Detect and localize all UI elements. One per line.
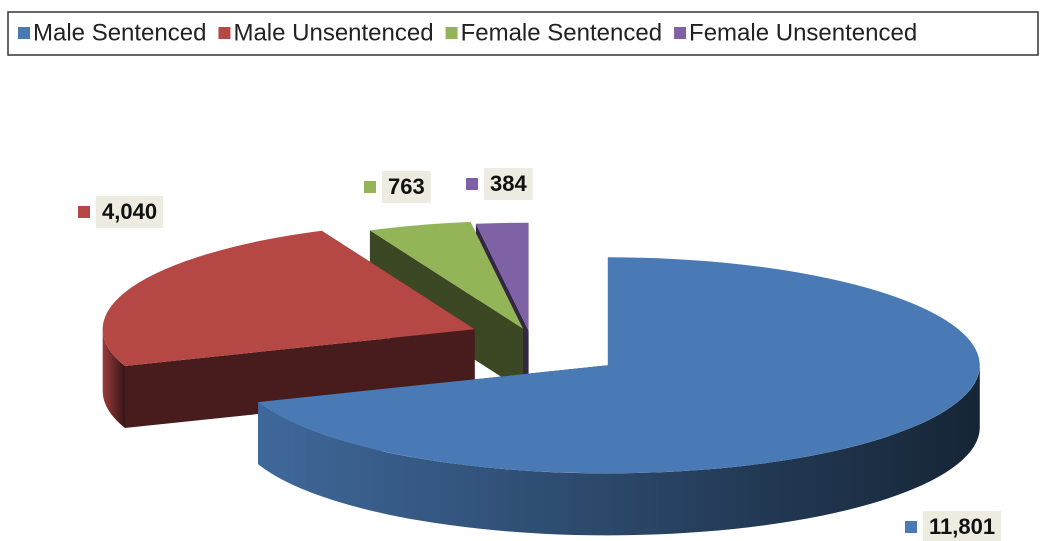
label-background xyxy=(484,168,533,200)
label-key xyxy=(905,521,917,533)
legend-key xyxy=(674,27,687,39)
slice-wall xyxy=(125,329,475,428)
data-label: 11,801 xyxy=(905,511,1002,541)
data-label-text: 11,801 xyxy=(929,514,995,539)
slice xyxy=(258,257,980,474)
slice xyxy=(475,222,529,331)
legend-label: Male Sentenced xyxy=(33,19,206,46)
legend-label: Female Sentenced xyxy=(461,19,662,46)
data-label-text: 384 xyxy=(490,171,527,196)
data-label: 384 xyxy=(466,168,533,200)
label-background xyxy=(923,511,1002,541)
legend-key xyxy=(218,27,231,39)
slice-rim xyxy=(258,365,980,536)
slice xyxy=(369,221,523,329)
data-label: 4,040 xyxy=(78,196,164,228)
slice-rim xyxy=(102,329,125,428)
pie-tops xyxy=(102,221,980,474)
data-label-text: 763 xyxy=(388,174,425,199)
data-labels: 11,801 4,040 763 384 xyxy=(78,168,1002,541)
slice xyxy=(102,230,475,366)
label-key xyxy=(364,181,376,193)
data-label-text: 4,040 xyxy=(102,199,157,224)
label-key xyxy=(466,178,478,190)
label-key xyxy=(78,206,90,218)
legend-label: Male Unsentenced xyxy=(233,19,433,46)
legend-key xyxy=(18,27,30,39)
slice-wall xyxy=(369,230,523,391)
label-background xyxy=(382,171,431,203)
legend-box xyxy=(7,11,1039,56)
label-background xyxy=(96,196,164,228)
data-label: 763 xyxy=(364,171,431,203)
legend-label: Female Unsentenced xyxy=(689,19,917,46)
legend-key xyxy=(445,27,458,39)
legend: Male Sentenced Male Unsentenced Female Sen… xyxy=(18,19,917,46)
